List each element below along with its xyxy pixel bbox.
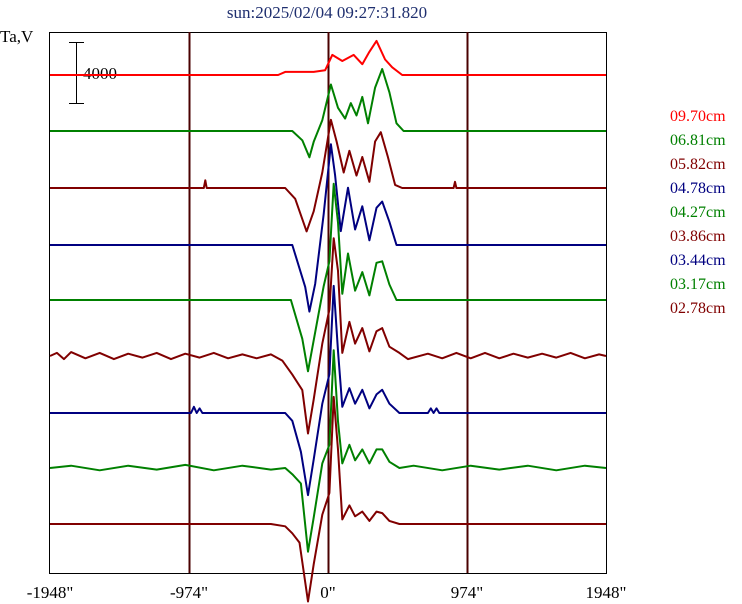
legend-entry: 03.86cm: [670, 228, 726, 245]
legend-entry: 03.44cm: [670, 252, 726, 269]
x-tick-label: -974": [170, 583, 208, 602]
series-line-03.86cm: [49, 237, 607, 435]
legend-entry: 04.27cm: [670, 204, 726, 221]
legend-entry: 09.70cm: [670, 108, 726, 125]
series-line-04.27cm: [50, 182, 606, 373]
y-axis-label: Ta,V: [0, 27, 34, 46]
series-line-04.78cm: [50, 143, 606, 313]
series-line-03.44cm: [50, 284, 606, 497]
scale-bar-label: 4000: [83, 64, 117, 83]
chart-title: sun:2025/02/04 09:27:31.820: [227, 3, 427, 22]
legend-entry: 05.82cm: [670, 156, 726, 173]
vertical-gridlines: [188, 32, 469, 573]
series-line-02.78cm: [50, 395, 606, 603]
legend-entry: 03.17cm: [670, 276, 726, 293]
series-line-03.17cm: [49, 349, 607, 553]
x-tick-label: 0": [320, 583, 335, 602]
legend-entry: 02.78cm: [670, 300, 726, 317]
legend-entry: 04.78cm: [670, 180, 726, 197]
scale-bar: 4000: [69, 42, 117, 104]
legend: 09.70cm 06.81cm 05.82cm 04.78cm 04.27cm 03.86…: [670, 108, 726, 317]
series-line-05.82cm: [50, 118, 606, 233]
series-line-06.81cm: [50, 68, 606, 159]
x-tick-label: -1948": [27, 583, 74, 602]
series-line-09.70cm: [50, 39, 606, 76]
x-tick-label: 974": [451, 583, 483, 602]
series-group: [49, 39, 607, 603]
x-tick-labels: -1948" -974" 0" 974" 1948": [27, 583, 627, 602]
legend-entry: 06.81cm: [670, 132, 726, 149]
x-tick-label: 1948": [586, 583, 627, 602]
